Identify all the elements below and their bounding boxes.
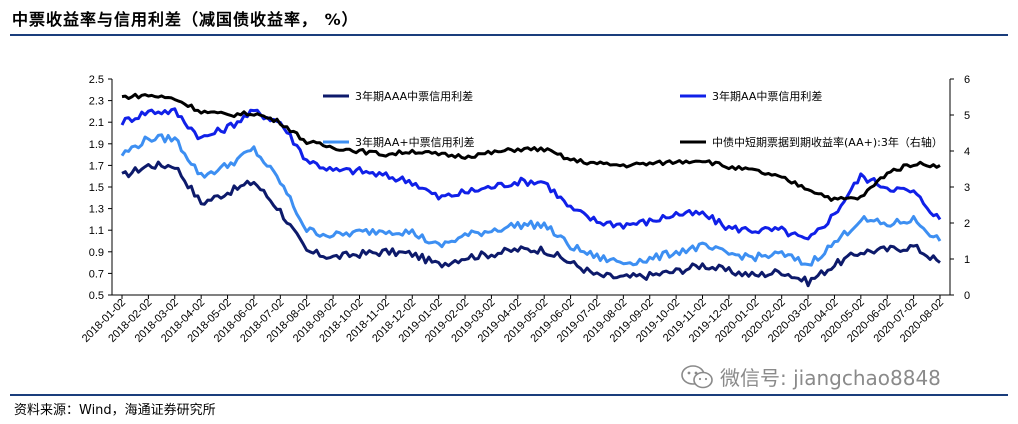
right-tick-label: 3 (964, 182, 970, 194)
left-tick-label: 2.5 (89, 74, 104, 86)
chart-series (120, 92, 942, 288)
right-tick-label: 1 (964, 254, 970, 266)
left-tick-label: 0.5 (89, 290, 104, 302)
left-tick-label: 1.7 (89, 160, 104, 172)
series-line-aaa (121, 160, 941, 288)
legend-label-aaa: 3年期AAA中票信用利差 (355, 89, 473, 103)
source-divider (10, 394, 1008, 396)
source-note: 资料来源：Wind，海通证券研究所 (14, 403, 216, 418)
left-tick-label: 2.3 (89, 96, 104, 108)
legend-label-aa: 3年期AA中票信用利差 (712, 89, 822, 103)
watermark: 微信号: jiangchao8848 (680, 362, 941, 391)
chart-legend: 3年期AAA中票信用利差 3年期AA中票信用利差 3年期AA+中票信用利差 中债中短期… (323, 89, 943, 149)
right-tick-label: 6 (964, 74, 970, 86)
series-line-aa (120, 107, 942, 241)
left-tick-label: 1.9 (89, 139, 104, 151)
left-tick-label: 2.1 (89, 117, 104, 129)
left-tick-label: 1.3 (89, 204, 104, 216)
right-tick-label: 4 (964, 146, 970, 158)
legend-label-yield: 中债中短期票据到期收益率(AA+):3年（右轴） (712, 135, 943, 149)
title-divider (10, 34, 1008, 36)
left-tick-label: 1.5 (89, 182, 104, 194)
right-tick-label: 0 (964, 290, 970, 302)
right-tick-label: 2 (964, 218, 970, 230)
left-tick-label: 1.1 (89, 225, 104, 237)
wechat-icon (681, 364, 713, 388)
series-line-yield (121, 92, 941, 202)
legend-label-aaplus: 3年期AA+中票信用利差 (355, 135, 475, 149)
chart-title: 中票收益率与信用利差（减国债收益率， %） (12, 10, 359, 29)
left-tick-label: 0.7 (89, 268, 104, 280)
watermark-text: 微信号: jiangchao8848 (720, 366, 941, 390)
series-line-aaplus (120, 133, 942, 267)
chart-canvas: 2.5 2.3 2.1 1.9 1.7 1.5 1.3 1.1 0.9 0.7 0.5 6 5 4 3 2 1 0… (80, 74, 970, 345)
left-tick-label: 0.9 (89, 247, 104, 259)
chart-axes: 2.5 2.3 2.1 1.9 1.7 1.5 1.3 1.1 0.9 0.7 0.5 6 5 4 3 2 1 0… (80, 74, 970, 345)
right-tick-label: 5 (964, 110, 970, 122)
